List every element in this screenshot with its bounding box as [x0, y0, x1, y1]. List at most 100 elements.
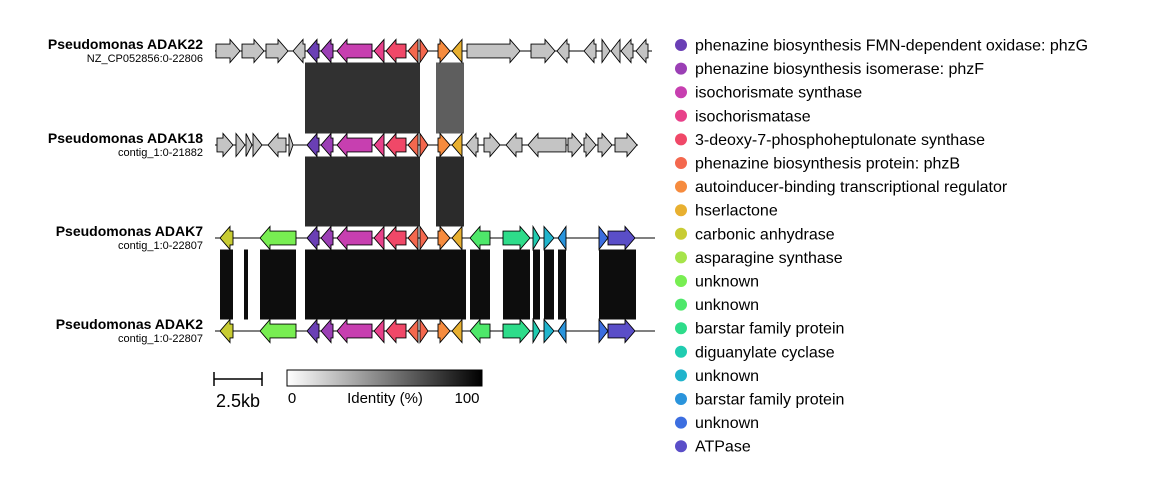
legend-label: carbonic anhydrase [695, 226, 835, 243]
gene-arrow [567, 132, 583, 158]
gene-arrow [635, 38, 649, 64]
gene-arrow [292, 38, 306, 64]
gene-arrow [465, 132, 479, 158]
track-sub-adak2: contig_1:0-22807 [118, 333, 203, 345]
gene-arrow [543, 318, 555, 344]
homology-link [558, 249, 566, 320]
gene-arrow [241, 38, 265, 64]
gene-arrow [373, 318, 385, 344]
gene-arrow [607, 318, 636, 344]
homology-link [436, 62, 464, 134]
gene-arrow [245, 133, 253, 157]
gene-arrow [532, 224, 541, 252]
colorbar-title: Identity (%) [347, 390, 423, 407]
legend-swatch [675, 322, 687, 335]
gene-arrow [407, 132, 419, 158]
gene-arrow [259, 225, 297, 251]
track-name-adak22: Pseudomonas ADAK22 [48, 36, 203, 52]
legend-swatch [675, 416, 687, 429]
gene-arrow [385, 318, 407, 344]
homology-links [220, 62, 636, 320]
legend-swatch [675, 86, 687, 99]
gene-arrow [469, 318, 491, 344]
legend-label: diguanylate cyclase [695, 344, 835, 361]
legend-swatch [675, 275, 687, 287]
track-labels: Pseudomonas ADAK22 NZ_CP052856:0-22806 P… [48, 36, 203, 345]
legend-label: hserlactone [695, 203, 778, 220]
gene-arrow [419, 132, 429, 158]
gene-arrow [607, 225, 636, 251]
gene-arrow [483, 132, 501, 158]
legend-label: unknown [695, 368, 759, 385]
gene-arrow [336, 38, 373, 64]
gene-arrows [215, 38, 649, 345]
gene-arrow [598, 318, 609, 344]
gene-arrow [556, 38, 570, 64]
homology-link [260, 249, 296, 320]
gene-arrow [543, 225, 555, 251]
homology-link [599, 249, 636, 320]
gene-arrow [267, 132, 287, 158]
homology-link [503, 249, 530, 320]
gene-arrow [320, 132, 334, 158]
track-name-adak18: Pseudomonas ADAK18 [48, 130, 203, 146]
legend-label: unknown [695, 415, 759, 432]
gene-arrow [451, 225, 463, 251]
gene-arrow [583, 132, 597, 158]
legend-label: ATPase [695, 439, 751, 456]
track-sub-adak7: contig_1:0-22807 [118, 240, 203, 252]
legend-swatch [675, 109, 687, 122]
gene-arrow [557, 225, 567, 251]
gene-arrow [597, 132, 613, 158]
gene-arrow [306, 38, 320, 64]
colorbar-max-label: 100 [454, 390, 479, 407]
gene-arrow [320, 318, 334, 344]
gene-arrow [336, 318, 373, 344]
legend-swatch [675, 345, 687, 358]
gene-arrow [336, 225, 373, 251]
legend-label: barstar family protein [695, 392, 844, 409]
gene-arrow [385, 38, 407, 64]
legend: phenazine biosynthesis FMN-dependent oxi… [675, 38, 1088, 456]
legend-swatch [675, 39, 687, 51]
gene-arrow [288, 133, 294, 157]
gene-arrow [610, 38, 621, 64]
gene-arrow [216, 132, 234, 158]
legend-label: asparagine synthase [695, 250, 843, 267]
legend-label: isochorismate synthase [695, 85, 862, 102]
homology-link [305, 249, 466, 320]
gene-arrow [385, 225, 407, 251]
gene-arrow [451, 132, 463, 158]
legend-swatch [675, 298, 687, 311]
gene-arrow [419, 38, 429, 64]
legend-label: isochorismatase [695, 108, 811, 125]
gene-arrow [598, 225, 609, 251]
gene-arrow [530, 38, 556, 64]
homology-link [305, 62, 420, 134]
gene-arrow [466, 38, 521, 64]
gene-arrow [306, 225, 320, 251]
gene-arrow [437, 225, 451, 251]
homology-link [436, 156, 464, 227]
scale-bar-label: 2.5kb [216, 391, 260, 411]
gene-arrow [437, 132, 451, 158]
gene-arrow [437, 318, 451, 344]
legend-label: unknown [695, 297, 759, 314]
gene-arrow [502, 318, 531, 344]
gene-arrow [469, 225, 491, 251]
colorbar-min-label: 0 [288, 390, 296, 407]
gene-arrow [373, 38, 385, 64]
legend-swatch [675, 369, 687, 382]
legend-swatch [675, 393, 687, 405]
legend-swatch [675, 227, 687, 240]
gene-arrow [407, 318, 419, 344]
gene-arrow [306, 318, 320, 344]
legend-label: 3-deoxy-7-phosphoheptulonate synthase [695, 132, 985, 149]
gene-arrow [505, 132, 523, 158]
gene-arrow [601, 38, 611, 64]
gene-arrow [419, 318, 429, 344]
gene-arrow [407, 38, 419, 64]
track-name-adak7: Pseudomonas ADAK7 [56, 223, 204, 239]
gene-arrow [320, 38, 334, 64]
